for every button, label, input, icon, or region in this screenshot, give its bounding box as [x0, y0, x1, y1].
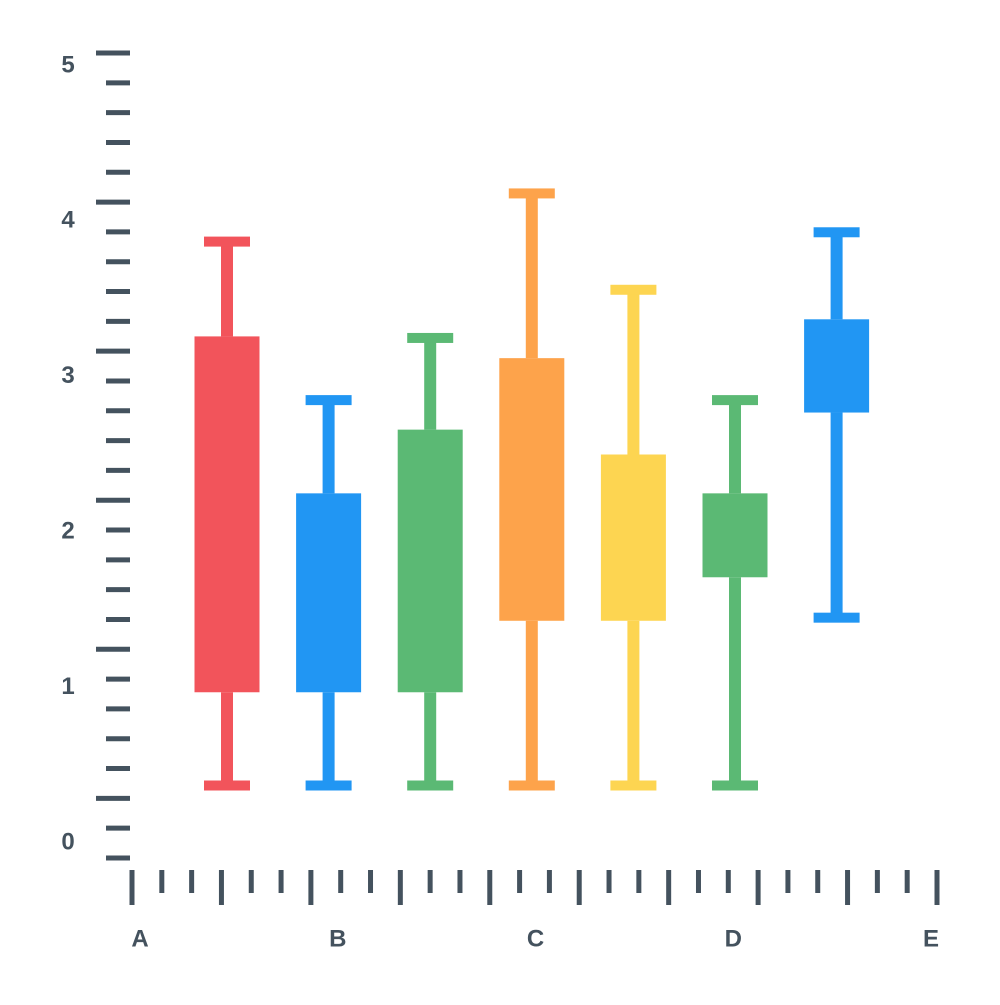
whisker-lower	[729, 577, 741, 786]
x-axis-label: A	[131, 925, 148, 952]
whisker-lower	[322, 692, 335, 786]
whisker-cap-low	[508, 780, 555, 791]
box	[499, 358, 565, 621]
x-axis-label: D	[725, 925, 742, 952]
whisker-cap-low	[407, 780, 454, 791]
whisker-cap-high	[712, 395, 758, 406]
whisker-cap-low	[305, 780, 352, 791]
whisker-lower	[424, 692, 437, 786]
whisker-lower	[627, 620, 640, 786]
box	[296, 493, 362, 693]
whisker-cap-low	[813, 612, 860, 623]
whisker-upper	[525, 193, 538, 359]
whisker-upper	[221, 241, 233, 337]
whisker-cap-high	[407, 332, 454, 343]
whisker-cap-low	[712, 780, 758, 791]
box	[194, 336, 260, 693]
x-axis-label: C	[527, 925, 544, 952]
whisker-upper	[424, 337, 437, 430]
whisker-lower	[221, 692, 233, 786]
whisker-upper	[627, 289, 640, 455]
y-tick-label: 1	[61, 673, 74, 700]
whisker-cap-high	[610, 284, 657, 295]
box	[804, 319, 870, 413]
whisker-cap-high	[813, 227, 860, 238]
box	[702, 493, 768, 578]
y-tick-label: 3	[61, 362, 74, 389]
whisker-upper	[729, 400, 741, 494]
y-tick-label: 4	[61, 207, 75, 234]
whisker-lower	[830, 412, 843, 618]
whisker-upper	[830, 232, 843, 320]
y-tick-label: 2	[61, 518, 74, 545]
whisker-cap-high	[305, 395, 352, 406]
x-axis-label: B	[329, 925, 346, 952]
y-tick-label: 0	[61, 828, 74, 855]
whisker-cap-low	[610, 780, 657, 791]
y-tick-label: 5	[61, 51, 74, 78]
whisker-cap-high	[204, 236, 250, 247]
x-axis-label: E	[923, 925, 939, 952]
whisker-upper	[322, 400, 335, 494]
whisker-lower	[525, 620, 538, 786]
box	[397, 429, 463, 693]
whisker-cap-high	[508, 188, 555, 199]
whisker-cap-low	[204, 780, 250, 791]
box	[600, 454, 666, 621]
